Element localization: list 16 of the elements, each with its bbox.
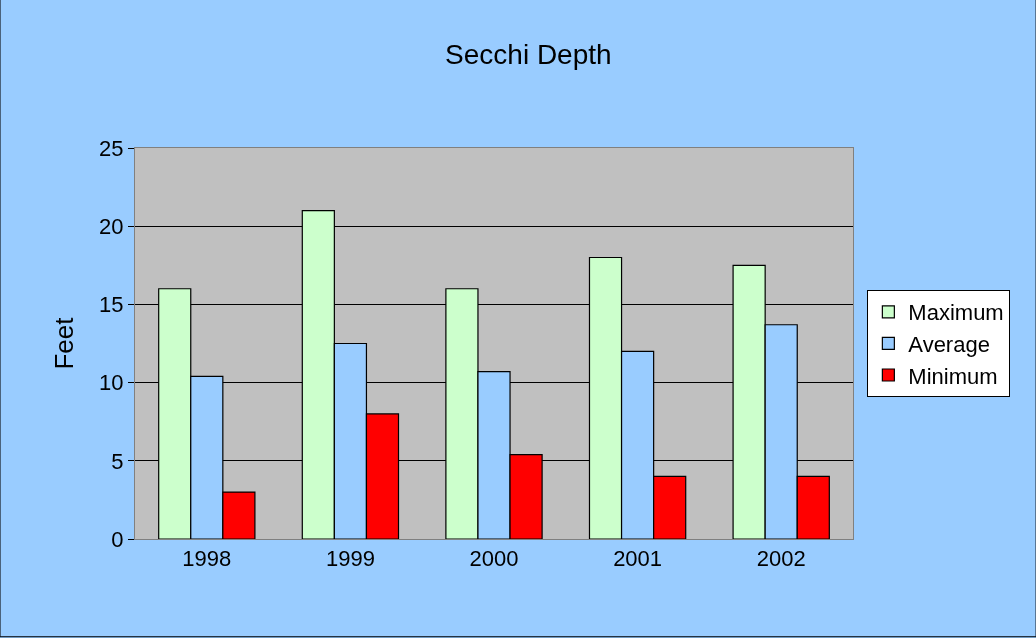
- x-tick-label: 2002: [756, 546, 806, 572]
- legend-label: Minimum: [908, 363, 998, 389]
- y-tick-label: 20: [99, 213, 124, 239]
- y-axis-title: Feet: [48, 316, 79, 370]
- x-tick-label: 1998: [182, 546, 232, 572]
- y-tick-label: 10: [99, 370, 124, 396]
- x-tick-label: 1999: [325, 546, 375, 572]
- y-tick-label: 5: [111, 448, 124, 474]
- y-tick-label: 0: [111, 526, 124, 552]
- legend-label: Average: [908, 331, 990, 357]
- y-tick-label: 15: [99, 292, 124, 318]
- x-tick-label: 2001: [613, 546, 663, 572]
- legend-label: Maximum: [908, 300, 1004, 326]
- x-tick-label: 2000: [469, 546, 519, 572]
- chart-title: Secchi Depth: [445, 39, 612, 71]
- y-tick-label: 25: [99, 135, 124, 161]
